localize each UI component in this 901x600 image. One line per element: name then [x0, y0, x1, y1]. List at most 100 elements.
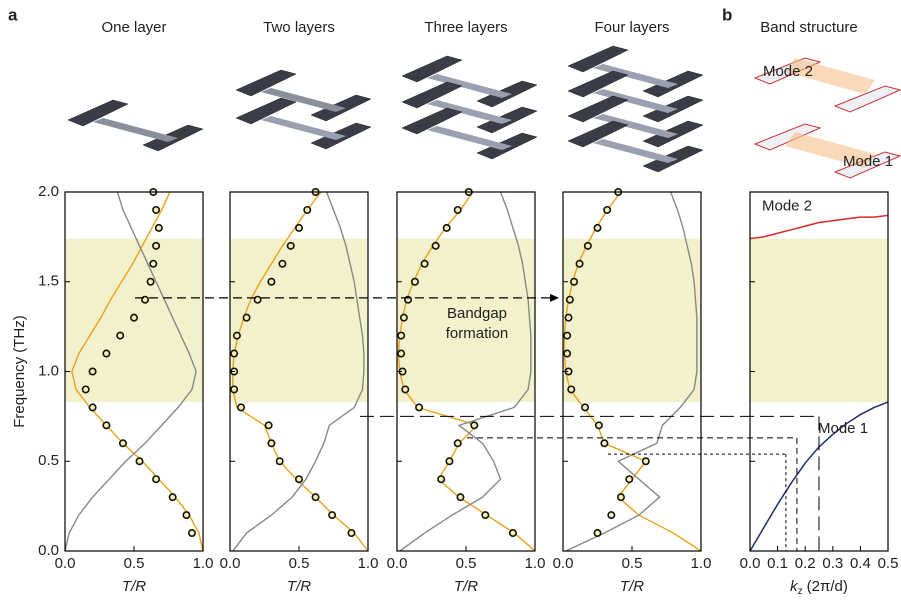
measured-point [567, 385, 576, 394]
measured-point [401, 385, 410, 394]
x-tick-label: 0.0 [220, 555, 241, 572]
measured-point [600, 439, 609, 448]
measured-point [149, 259, 158, 268]
y-tick-label: 2.0 [38, 183, 59, 200]
x-tick-label: 1.0 [193, 555, 214, 572]
x-tick-label: 0.4 [850, 555, 871, 572]
x-axis-label: T/R [620, 578, 644, 595]
x-tick-label: 0.0 [740, 555, 761, 572]
measured-point [187, 529, 196, 538]
measured-point [146, 277, 155, 286]
measured-point [641, 457, 650, 466]
measured-point [593, 529, 602, 538]
panel-title: Band structure [760, 19, 858, 36]
measured-point [445, 457, 454, 466]
measured-point [415, 403, 424, 412]
measured-point [570, 277, 579, 286]
measured-point [264, 421, 273, 430]
x-tick-label: 0.2 [795, 555, 816, 572]
measured-point [442, 223, 451, 232]
measured-point [575, 259, 584, 268]
bandgap [397, 238, 535, 403]
x-axis-label-part: (2π/d) [807, 578, 848, 595]
measured-point [267, 439, 276, 448]
x-tick-label: 0.5 [622, 555, 643, 572]
measured-point [603, 205, 612, 214]
plot-frame [229, 191, 369, 552]
x-axis-label: T/R [287, 578, 311, 595]
measured-point [118, 439, 127, 448]
measured-point [481, 511, 490, 520]
x-axis-label-part: z [798, 586, 803, 597]
x-tick-label: 0.3 [822, 555, 843, 572]
measured-point [88, 403, 97, 412]
measured-point [420, 259, 429, 268]
measured-point [267, 277, 276, 286]
measured-point [583, 241, 592, 250]
measured-point [294, 223, 303, 232]
measured-point [581, 403, 590, 412]
measured-point [347, 529, 356, 538]
x-axis-label: kz (2π/d) [790, 578, 848, 597]
mode-label: Mode 1 [818, 420, 868, 437]
measured-point [607, 511, 616, 520]
x-axis-label: T/R [454, 578, 478, 595]
measured-point [508, 529, 517, 538]
measured-point [81, 385, 90, 394]
measured-point [230, 349, 239, 358]
x-tick-label: 1.0 [525, 555, 546, 572]
y-tick-label: 0.0 [38, 542, 59, 559]
measured-point [431, 241, 440, 250]
panel-label: b [722, 5, 732, 24]
bandgap [230, 238, 368, 403]
measured-point [154, 223, 163, 232]
measured-point [152, 241, 161, 250]
measured-point [565, 295, 574, 304]
measured-point [275, 457, 284, 466]
measured-point [311, 493, 320, 502]
image-label: Mode 2 [763, 63, 813, 80]
x-tick-label: 1.0 [358, 555, 379, 572]
curve [64, 191, 197, 552]
layer-illustrations [67, 45, 901, 179]
measured-point [564, 313, 573, 322]
plot-frame [396, 191, 536, 552]
measured-point [130, 313, 139, 322]
mode-label: Mode 2 [762, 197, 812, 214]
x-tick-label: 0.5 [456, 555, 477, 572]
bandgap [563, 238, 701, 403]
curve [232, 191, 365, 552]
x-tick-label: 1.0 [691, 555, 712, 572]
annotation: Bandgap formation [446, 305, 509, 342]
y-tick-label: 0.5 [38, 452, 59, 469]
x-axis-label: T/R [122, 578, 146, 595]
x-tick-label: 0.0 [55, 555, 76, 572]
y-axis-label: Frequency (THz) [11, 315, 28, 428]
curve [71, 191, 204, 552]
measured-point [593, 223, 602, 232]
measured-point [232, 331, 241, 340]
x-tick-label: 0.5 [124, 555, 145, 572]
measured-point [563, 349, 572, 358]
measured-point [410, 277, 419, 286]
curve [565, 191, 698, 552]
measured-point [102, 349, 111, 358]
measured-point [594, 421, 603, 430]
panel-title: Two layers [263, 19, 335, 36]
x-tick-label: 0.1 [767, 555, 788, 572]
measured-point [456, 493, 465, 502]
x-tick-label: 0.5 [878, 555, 899, 572]
measured-point [563, 331, 572, 340]
y-tick-label: 1.0 [38, 362, 59, 379]
measured-point [242, 313, 251, 322]
measured-point [294, 475, 303, 484]
panel-title: One layer [101, 19, 166, 36]
panel-title: Three layers [424, 19, 507, 36]
measured-point [182, 511, 191, 520]
measured-point [470, 421, 479, 430]
measured-point [230, 385, 239, 394]
image-label: Mode 1 [843, 153, 893, 170]
x-tick-label: 0.0 [553, 555, 574, 572]
x-tick-label: 0.0 [387, 555, 408, 572]
